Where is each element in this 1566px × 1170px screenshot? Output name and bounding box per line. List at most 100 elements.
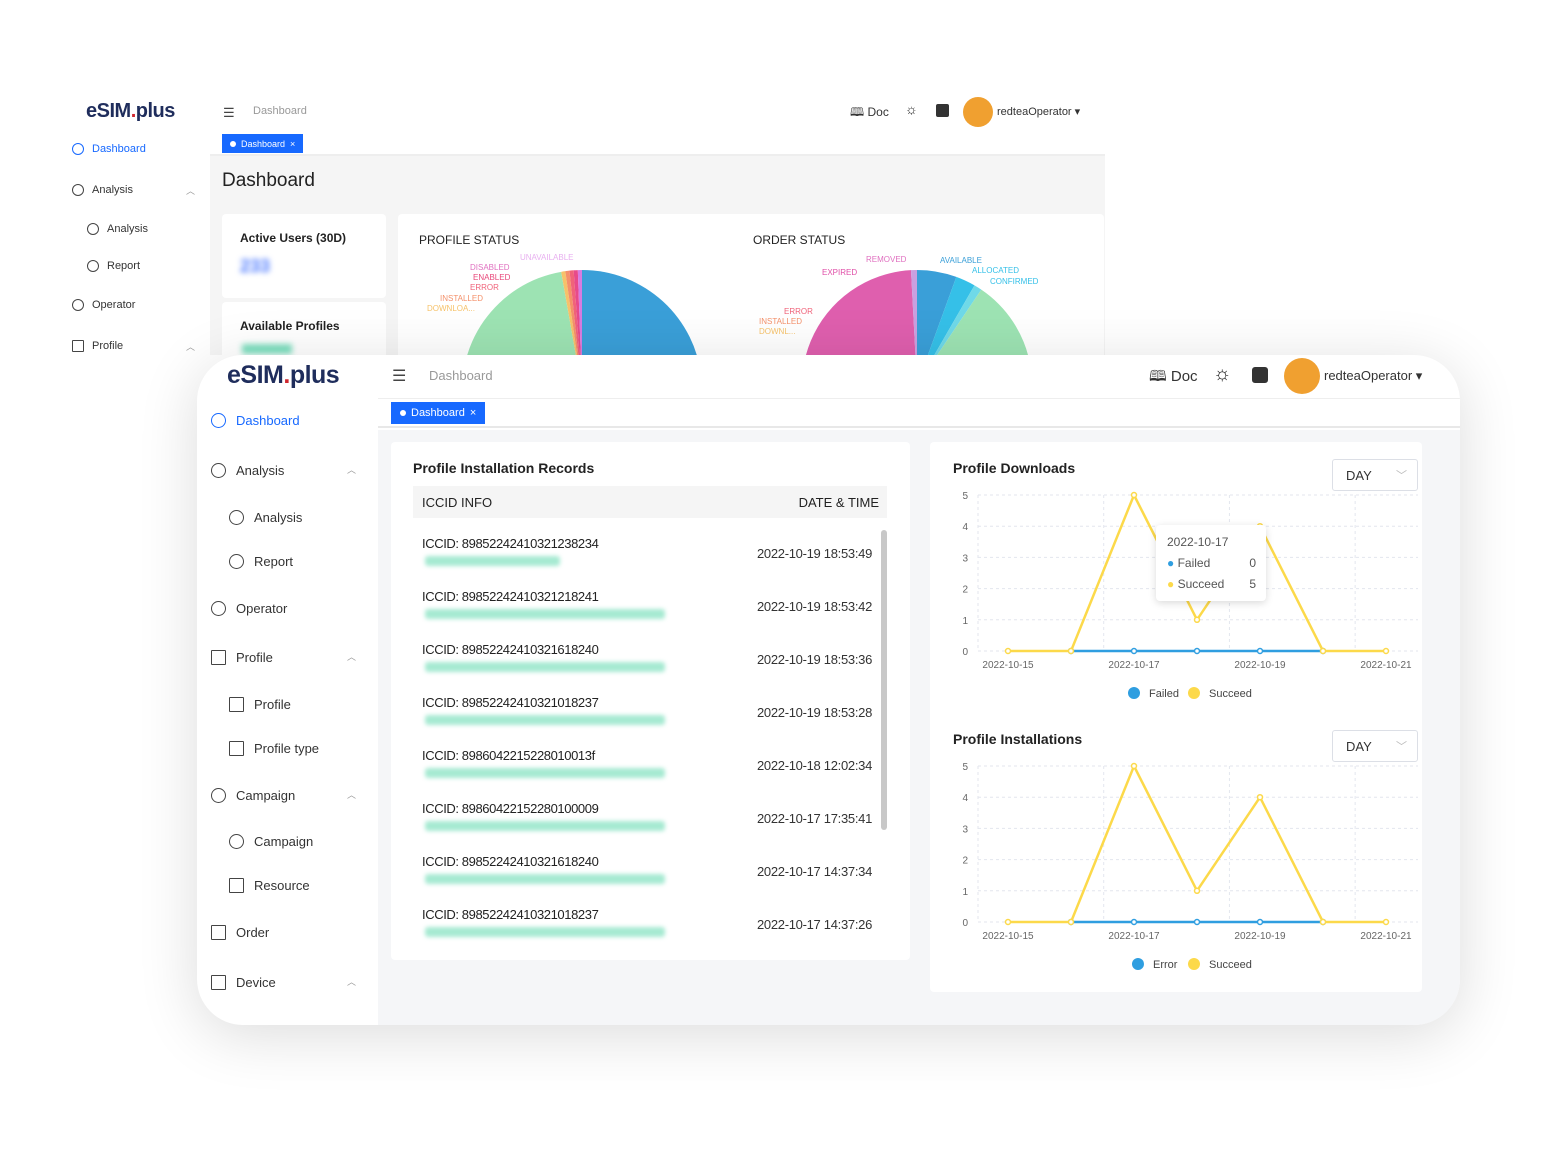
y-tick-label: 3 [962,824,968,835]
chevron-up-icon[interactable]: ︿ [186,186,196,196]
table-row[interactable]: ICCID: 89852242410321618240 2022-10-19 18… [413,642,872,695]
sidebar-item-profile[interactable]: Profile [211,650,273,665]
document-icon [229,697,244,712]
pie-label: AVAILABLE [940,256,982,265]
table-row[interactable]: ICCID: 89852242410321238234 2022-10-19 18… [413,536,872,589]
data-point[interactable] [1004,918,1012,926]
sidebar-item-analysis[interactable]: Analysis [72,184,133,196]
sidebar-item-label: Dashboard [92,143,146,155]
chevron-up-icon[interactable]: ︿ [347,977,357,987]
globe-icon [72,299,84,311]
gauge-icon [229,554,244,569]
data-point[interactable] [1067,647,1075,655]
sidebar-item-profile[interactable]: Profile [229,697,291,712]
sidebar-item-profile-type[interactable]: Profile type [229,741,319,756]
x-tick-label: 2022-10-17 [1108,931,1160,942]
logo: eSIM.plus [227,361,340,389]
order-status-title: ORDER STATUS [753,233,846,247]
tab-dashboard[interactable]: Dashboard × [222,134,304,153]
fullscreen-icon[interactable] [1252,367,1268,383]
doc-link[interactable]: 🕮 Doc [1149,368,1198,385]
data-point[interactable] [1382,647,1390,655]
data-point[interactable] [1193,647,1201,655]
user-menu[interactable]: redteaOperator ▾ [997,106,1081,118]
data-point[interactable] [1382,918,1390,926]
sidebar-item-analysis[interactable]: Analysis [211,463,284,478]
legend-label[interactable]: Succeed [1209,688,1252,700]
data-point[interactable] [1319,647,1327,655]
data-point[interactable] [1256,647,1264,655]
table-row[interactable]: ICCID: 89852242410321018237 2022-10-19 18… [413,695,872,748]
tab-dashboard[interactable]: Dashboard × [391,402,486,424]
chevron-up-icon[interactable]: ︿ [347,465,357,475]
legend-label[interactable]: Failed [1149,688,1179,700]
fullscreen-icon[interactable] [936,104,949,117]
menu-toggle-icon[interactable]: ☰ [392,368,407,385]
status-pie-charts: UNAVAILABLEDISABLEDENABLEDERRORINSTALLED… [427,253,1039,355]
data-point[interactable] [1193,887,1201,895]
sidebar-item-profile[interactable]: Profile [72,340,123,352]
records-scrollbar[interactable] [881,530,887,830]
theme-icon[interactable]: ☼ [905,101,918,117]
legend-marker[interactable] [1132,958,1144,970]
y-tick-label: 3 [962,553,968,564]
legend-marker[interactable] [1128,687,1140,699]
data-point[interactable] [1256,918,1264,926]
sidebar-item-analysis[interactable]: Analysis [87,223,148,235]
x-tick-label: 2022-10-19 [1234,660,1286,671]
data-point[interactable] [1130,491,1138,499]
sidebar-item-campaign[interactable]: Campaign [211,788,295,803]
user-menu[interactable]: redteaOperator ▾ [1324,368,1423,383]
sidebar-item-operator[interactable]: Operator [72,299,135,311]
avatar[interactable] [1284,358,1320,394]
dashboard-window: eSIM.plus ☰ Dashboard 🕮 Doc ☼ redteaOper… [197,355,1460,1025]
date-time: 2022-10-19 18:53:28 [756,705,872,720]
sidebar-item-campaign[interactable]: Campaign [229,834,313,849]
theme-icon[interactable]: ☼ [1213,363,1232,385]
legend-label[interactable]: Succeed [1209,959,1252,971]
data-point[interactable] [1319,918,1327,926]
legend-marker[interactable] [1188,687,1200,699]
chevron-up-icon[interactable]: ︿ [186,342,196,352]
sidebar-item-dashboard[interactable]: Dashboard [211,413,300,428]
chevron-up-icon[interactable]: ︿ [347,652,357,662]
table-row[interactable]: ICCID: 8986042215228010013f 2022-10-18 12… [413,748,872,801]
downloads-period-select[interactable]: DAY ﹀ [1332,459,1418,491]
sidebar-item-label: Device [236,975,276,990]
iccid: ICCID: 89860422152280100009 [422,801,599,816]
eid-redacted [425,609,665,619]
sidebar-item-operator[interactable]: Operator [211,601,287,616]
data-point[interactable] [1067,918,1075,926]
installations-period-select[interactable]: DAY ﹀ [1332,730,1418,762]
legend-marker[interactable] [1188,958,1200,970]
avatar[interactable] [963,97,993,127]
sidebar-item-analysis[interactable]: Analysis [229,510,302,525]
sidebar-item-report[interactable]: Report [87,260,140,272]
globe-icon [211,601,226,616]
date-time: 2022-10-17 14:37:34 [756,864,872,879]
table-row[interactable]: ICCID: 89860422152280100009 2022-10-17 17… [413,801,872,854]
legend-label[interactable]: Error [1153,959,1178,971]
x-tick-label: 2022-10-21 [1360,660,1412,671]
sidebar-item-dashboard[interactable]: Dashboard [72,143,146,155]
data-point[interactable] [1130,647,1138,655]
data-point[interactable] [1130,918,1138,926]
data-point[interactable] [1130,762,1138,770]
table-row[interactable]: ICCID: 89852242410321618240 2022-10-17 14… [413,854,872,907]
data-point[interactable] [1004,647,1012,655]
chevron-up-icon[interactable]: ︿ [347,790,357,800]
gauge-icon [211,463,226,478]
doc-link[interactable]: 🕮 Doc [850,105,889,119]
sidebar-item-device[interactable]: Device [211,975,276,990]
sidebar-item-report[interactable]: Report [229,554,293,569]
data-point[interactable] [1193,616,1201,624]
menu-toggle-icon[interactable]: ☰ [223,105,235,120]
pie-label: UNAVAILABLE [520,253,574,262]
table-row[interactable]: ICCID: 89852242410321018237 2022-10-17 14… [413,907,872,960]
table-row[interactable]: ICCID: 89852242410321218241 2022-10-19 18… [413,589,872,642]
data-point[interactable] [1256,793,1264,801]
target-icon [229,834,244,849]
sidebar-item-resource[interactable]: Resource [229,878,310,893]
data-point[interactable] [1193,918,1201,926]
sidebar-item-order[interactable]: Order [211,925,269,940]
